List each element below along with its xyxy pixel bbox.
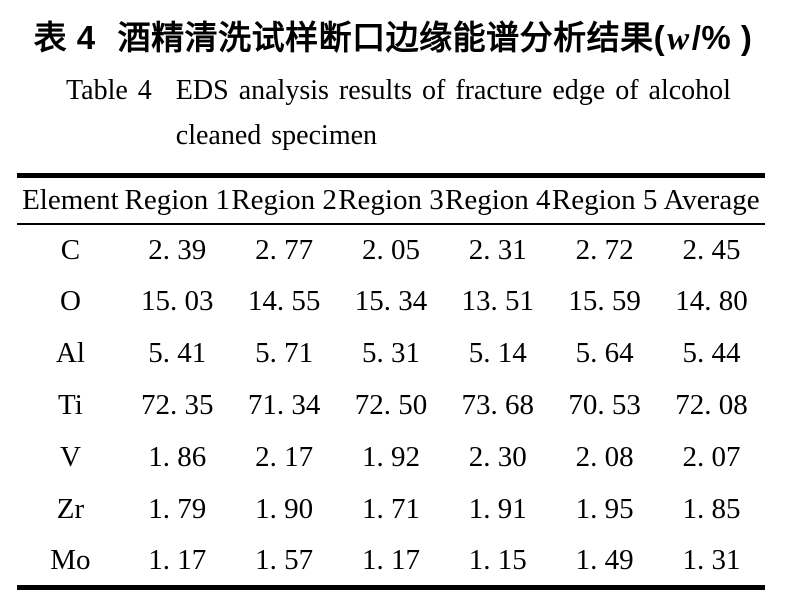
table-row-c: C 2. 39 2. 77 2. 05 2. 31 2. 72 2. 45 — [17, 224, 765, 276]
caption-en-line2: cleaned specimen — [175, 120, 378, 151]
value-cell: 1. 57 — [255, 543, 314, 576]
value-cell: 2. 45 — [682, 233, 741, 266]
column-header-region-1: Region 1 — [124, 183, 231, 216]
table-row-ti: Ti 72. 35 71. 34 72. 50 73. 68 70. 53 72… — [17, 380, 765, 432]
table-row-al: Al 5. 41 5. 71 5. 31 5. 14 5. 64 5. 44 — [17, 328, 765, 380]
value-cell: 1. 92 — [361, 441, 420, 473]
value-cell: 5. 44 — [682, 337, 741, 369]
unit-symbol-w: w — [667, 21, 690, 57]
value-cell: 1. 91 — [468, 493, 527, 525]
column-header-region-4: Region 4 — [445, 183, 551, 216]
value-cell: 2. 31 — [468, 233, 527, 266]
caption-title-zh: 酒精清洗试样断口边缘能谱分析结果 — [117, 19, 654, 56]
value-cell: 1. 79 — [148, 493, 207, 525]
value-cell: 2. 30 — [468, 441, 527, 473]
value-cell: 71. 34 — [247, 389, 321, 421]
caption-english: Table 4 EDS analysis results of fracture… — [66, 68, 786, 158]
value-cell: 1. 90 — [255, 493, 314, 525]
value-cell: 13. 51 — [461, 285, 535, 317]
value-cell: 2. 17 — [255, 441, 314, 473]
column-header-region-3: Region 3 — [338, 183, 444, 216]
value-cell: 1. 49 — [575, 543, 634, 576]
table-number-zh: 表 4 — [33, 19, 96, 56]
value-cell: 2. 39 — [148, 233, 207, 266]
value-cell: 1. 17 — [361, 543, 420, 576]
value-cell: 1. 85 — [682, 493, 741, 525]
column-header-region-5: Region 5 — [551, 183, 658, 216]
value-cell: 5. 41 — [148, 337, 207, 369]
value-cell: 72. 35 — [141, 389, 214, 421]
value-cell: 15. 34 — [354, 285, 428, 317]
unit-paren-open: ( — [653, 19, 666, 56]
value-cell: 15. 03 — [141, 285, 214, 317]
element-cell: O — [59, 285, 81, 317]
value-cell: 2. 05 — [361, 233, 420, 266]
value-cell: 1. 95 — [575, 493, 634, 525]
table-row-zr: Zr 1. 79 1. 90 1. 71 1. 91 1. 95 1. 85 — [17, 484, 765, 536]
value-cell: 72. 50 — [354, 389, 428, 421]
column-header-element: Element — [22, 183, 119, 216]
element-cell: V — [59, 441, 81, 473]
value-cell: 70. 53 — [568, 389, 641, 421]
column-header-region-2: Region 2 — [231, 183, 337, 216]
eds-results-table: Element Region 1 Region 2 Region 3 Regio… — [17, 173, 765, 590]
caption-chinese: 表 4 酒精清洗试样断口边缘能谱分析结果(w/% ) — [0, 0, 786, 61]
value-cell: 14. 80 — [675, 285, 748, 317]
element-cell: Mo — [50, 543, 91, 576]
value-cell: 1. 17 — [148, 543, 207, 576]
value-cell: 2. 77 — [255, 233, 314, 266]
table-number-en: Table 4 — [66, 75, 152, 106]
header-row: Element Region 1 Region 2 Region 3 Regio… — [17, 176, 765, 224]
value-cell: 1. 31 — [682, 543, 741, 576]
value-cell: 5. 14 — [468, 337, 527, 369]
value-cell: 73. 68 — [461, 389, 535, 421]
value-cell: 72. 08 — [675, 389, 748, 421]
element-cell: Ti — [58, 389, 83, 421]
element-cell: C — [60, 233, 81, 266]
value-cell: 1. 86 — [148, 441, 207, 473]
unit-paren-close: /% ) — [691, 19, 753, 56]
value-cell: 2. 08 — [575, 441, 634, 473]
value-cell: 15. 59 — [568, 285, 641, 317]
value-cell: 2. 07 — [682, 441, 741, 473]
table-row-o: O 15. 03 14. 55 15. 34 13. 51 15. 59 14.… — [17, 276, 765, 328]
value-cell: 5. 71 — [255, 337, 314, 369]
table-row-v: V 1. 86 2. 17 1. 92 2. 30 2. 08 2. 07 — [17, 432, 765, 484]
table-row-mo: Mo 1. 17 1. 57 1. 17 1. 15 1. 49 1. 31 — [17, 536, 765, 588]
value-cell: 14. 55 — [247, 285, 321, 317]
caption-en-line1: EDS analysis results of fracture edge of… — [175, 75, 731, 106]
value-cell: 5. 64 — [575, 337, 634, 369]
column-header-average: Average — [663, 183, 760, 216]
value-cell: 2. 72 — [575, 233, 634, 266]
value-cell: 5. 31 — [361, 337, 420, 369]
element-cell: Zr — [56, 493, 85, 525]
value-cell: 1. 15 — [468, 543, 527, 576]
element-cell: Al — [55, 337, 85, 369]
caption-title-en: EDS analysis results of fracture edge of… — [176, 68, 731, 158]
value-cell: 1. 71 — [361, 493, 420, 525]
